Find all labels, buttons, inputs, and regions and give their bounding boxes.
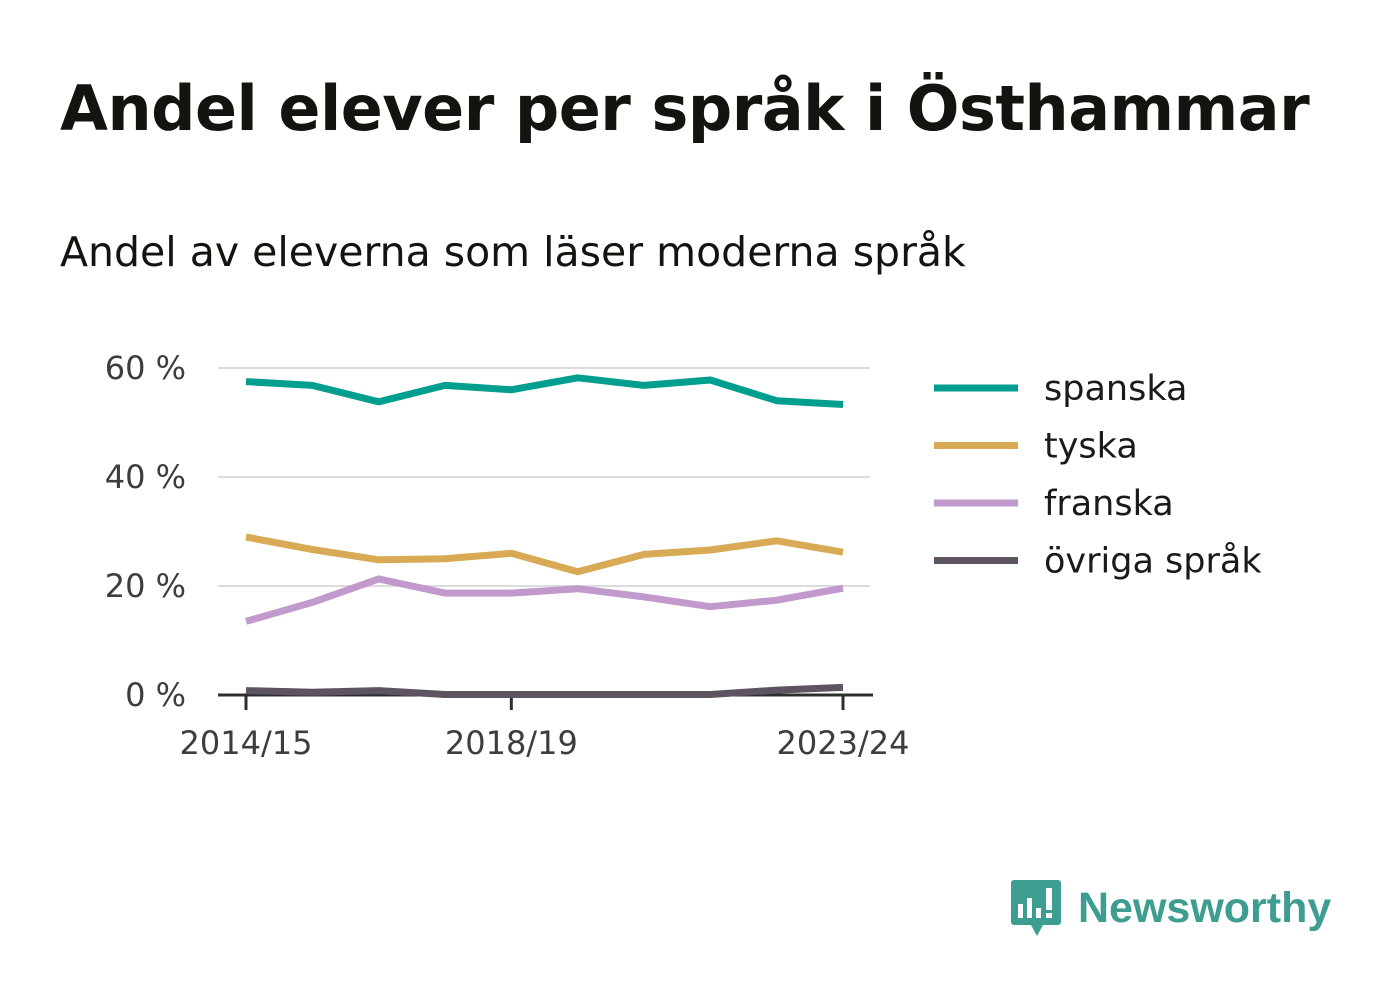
- series-lines: [245, 374, 844, 698]
- y-tick-label: 0 %: [125, 676, 186, 714]
- y-tick-label: 40 %: [105, 458, 186, 496]
- brand-logo: Newsworthy: [1010, 878, 1331, 938]
- legend: spanska tyska franska övriga språk: [934, 369, 1262, 582]
- y-tick-label: 60 %: [105, 349, 186, 387]
- newsworthy-logo-icon: [1011, 880, 1061, 936]
- x-tick-label: 2023/24: [777, 724, 910, 762]
- x-tick-label: 2014/15: [180, 724, 313, 762]
- brand-name: Newsworthy: [1078, 883, 1332, 932]
- series-line: [245, 683, 844, 698]
- chart-title: Andel elever per språk i Östhammar: [60, 72, 1310, 145]
- series-line: [245, 533, 844, 576]
- chart-subtitle: Andel av eleverna som läser moderna språ…: [60, 228, 966, 276]
- series-line: [245, 575, 844, 625]
- y-tick-label: 20 %: [105, 567, 186, 605]
- x-tick-label: 2018/19: [445, 724, 578, 762]
- series-line: [245, 374, 844, 408]
- legend-label: spanska: [1044, 369, 1187, 409]
- axes: 0 % 20 % 40 % 60 % 2014/15 2018/19 2023/24: [105, 349, 910, 762]
- grid-lines: [218, 367, 870, 587]
- legend-label: övriga språk: [1044, 541, 1262, 582]
- legend-label: tyska: [1044, 427, 1138, 467]
- legend-label: franska: [1044, 484, 1174, 524]
